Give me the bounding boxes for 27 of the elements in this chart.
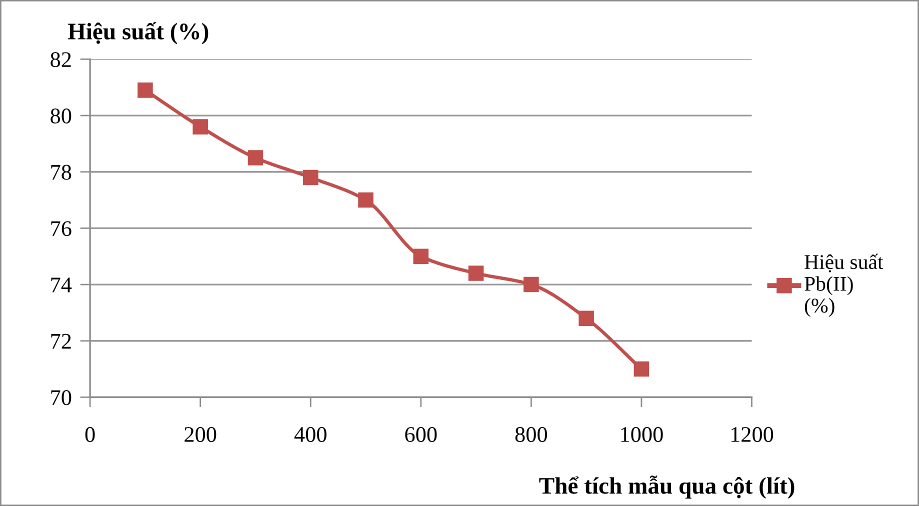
y-tick-label: 76 — [51, 221, 72, 236]
point — [358, 192, 374, 208]
point — [192, 119, 208, 134]
x-tick-label: 0 — [85, 427, 95, 442]
x-tick-label: 1000 — [621, 427, 663, 442]
point — [578, 310, 594, 326]
y-tick-label: 78 — [51, 164, 72, 180]
y-tick-label: 72 — [51, 334, 71, 349]
point — [138, 82, 153, 98]
y-axis-title: Hiệu suất (%) — [68, 22, 208, 44]
x-tick-label: 200 — [184, 427, 216, 442]
point — [524, 276, 539, 292]
point — [248, 150, 264, 166]
point — [413, 248, 429, 264]
y-tick-label: 74 — [51, 278, 72, 292]
y-tick-label: 80 — [50, 108, 72, 124]
point — [302, 170, 318, 186]
x-tick-label: 400 — [294, 427, 326, 442]
x-axis-title: Thể tích mẫu qua cột (lít) — [539, 476, 794, 499]
point — [634, 361, 650, 377]
x-tick-label: 1200 — [731, 427, 774, 442]
legend-label: Hiệu suất Pb(II) (%) — [804, 254, 884, 317]
x-tick-label: 800 — [515, 427, 547, 442]
point — [468, 266, 484, 281]
x-tick-label: 600 — [405, 427, 437, 442]
y-tick-label: 82 — [50, 52, 71, 68]
y-tick-label: 70 — [51, 390, 72, 406]
